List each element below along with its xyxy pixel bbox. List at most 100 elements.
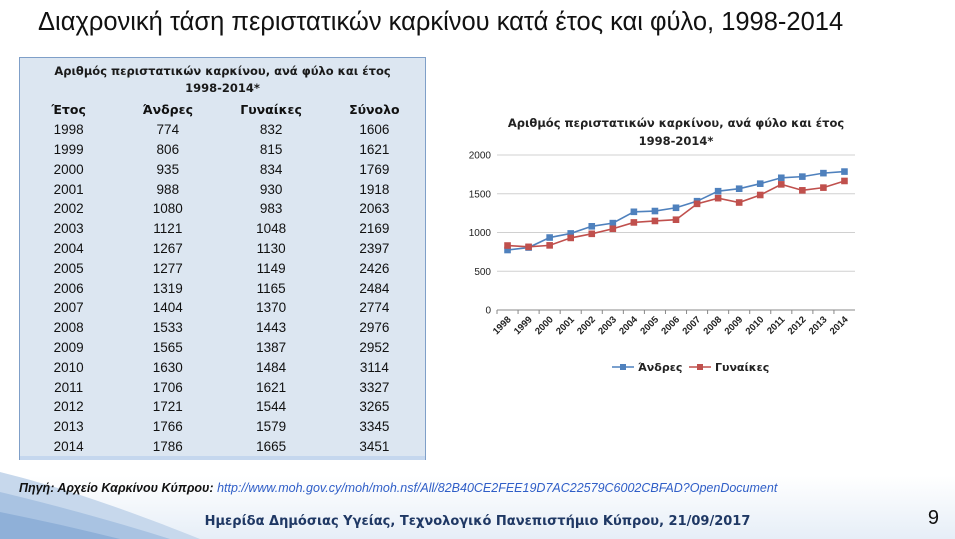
data-point-women [631,220,637,226]
table-row: 2004 1267 1130 2397 [20,239,425,259]
cell-total: 3114 [324,357,425,377]
cell-total: 2952 [324,338,425,358]
x-tick-label: 2002 [575,314,598,337]
x-tick-label: 2009 [723,314,746,337]
data-point-women [610,226,616,232]
source-link[interactable]: http://www.moh.gov.cy/moh/moh.nsf/All/82… [214,481,778,495]
cell-men: 1080 [117,199,218,219]
cell-men: 1721 [117,397,218,417]
cell-women: 1665 [218,437,323,457]
cell-men: 1706 [117,377,218,397]
cell-year: 1999 [20,140,117,160]
table-row: 2001 988 930 1918 [20,179,425,199]
data-point-men [821,170,827,176]
table-row: 2012 1721 1544 3265 [20,397,425,417]
x-tick-label: 2001 [554,314,577,337]
cell-women: 1579 [218,417,323,437]
cell-total: 1621 [324,140,425,160]
cell-total: 2397 [324,239,425,259]
slide-title: Διαχρονική τάση περιστατικών καρκίνου κα… [38,8,843,37]
data-point-women [526,244,532,250]
cell-women: 1149 [218,258,323,278]
data-point-men [610,220,616,226]
cell-year: 2004 [20,239,117,259]
cell-total: 2976 [324,318,425,338]
cell-men: 1121 [117,219,218,239]
cell-total: 3345 [324,417,425,437]
data-point-women [715,195,721,201]
table-title: Αριθμός περιστατικών καρκίνου, ανά φύλο … [20,63,425,97]
data-point-women [800,188,806,194]
cell-year: 2006 [20,278,117,298]
cell-year: 1998 [20,120,117,140]
x-tick-label: 2003 [596,314,619,337]
cell-total: 1769 [324,159,425,179]
cell-women: 1443 [218,318,323,338]
data-point-men [631,209,637,215]
data-point-men [736,186,742,192]
cell-total: 3265 [324,397,425,417]
y-tick-label: 0 [485,306,491,317]
cell-men: 1319 [117,278,218,298]
cell-total: 3451 [324,437,425,457]
x-tick-label: 2000 [533,314,556,337]
legend-marker [697,364,703,370]
table-title-line1: Αριθμός περιστατικών καρκίνου, ανά φύλο … [20,63,425,80]
table-row: 2009 1565 1387 2952 [20,338,425,358]
table-row: 2002 1080 983 2063 [20,199,425,219]
x-tick-label: 2012 [786,314,809,337]
cell-women: 1544 [218,397,323,417]
cell-women: 1370 [218,298,323,318]
data-point-women [673,217,679,223]
data-point-women [694,201,700,207]
cell-total: 2169 [324,219,425,239]
cell-women: 1484 [218,357,323,377]
data-point-women [568,235,574,241]
data-table-panel: Αριθμός περιστατικών καρκίνου, ανά φύλο … [19,57,426,477]
cell-women: 1165 [218,278,323,298]
data-point-men [652,208,658,214]
table-row: 2011 1706 1621 3327 [20,377,425,397]
x-tick-label: 2005 [638,314,661,337]
y-tick-label: 500 [474,267,491,278]
table-row: 2003 1121 1048 2169 [20,219,425,239]
cell-men: 774 [117,120,218,140]
x-tick-label: 2006 [659,314,682,337]
header-men: Άνδρες [117,100,218,120]
data-point-men [800,174,806,180]
data-point-women [547,243,553,249]
cell-men: 806 [117,140,218,160]
x-tick-label: 2004 [617,314,640,337]
data-point-men [757,181,763,187]
page-number: 9 [928,507,939,530]
table-header-row: Έτος Άνδρες Γυναίκες Σύνολο [20,100,425,120]
table-row: 2006 1319 1165 2484 [20,278,425,298]
cell-women: 815 [218,140,323,160]
x-tick-label: 2007 [680,314,703,337]
cell-women: 1387 [218,338,323,358]
header-total: Σύνολο [324,100,425,120]
header-women: Γυναίκες [218,100,323,120]
source-note: Πηγή: Αρχείο Καρκίνου Κύπρου: http://www… [19,481,777,495]
cell-year: 2002 [20,199,117,219]
table-title-line2: 1998-2014* [20,80,425,97]
data-point-men [673,205,679,211]
footer-text: Ημερίδα Δημόσιας Υγείας, Τεχνολογικό Παν… [0,514,955,529]
cell-year: 2011 [20,377,117,397]
cell-men: 1267 [117,239,218,259]
source-label: Πηγή: Αρχείο Καρκίνου Κύπρου: [19,481,214,495]
cell-year: 2010 [20,357,117,377]
line-chart: Αριθμός περιστατικών καρκίνου, ανά φύλο … [457,105,877,395]
data-point-women [505,243,511,249]
data-point-women [821,185,827,191]
cell-year: 2005 [20,258,117,278]
cell-year: 2009 [20,338,117,358]
cell-women: 1130 [218,239,323,259]
legend-label: Άνδρες [638,361,682,374]
data-point-men [715,188,721,194]
data-point-men [547,235,553,241]
cell-total: 3327 [324,377,425,397]
cell-men: 1630 [117,357,218,377]
cell-men: 1404 [117,298,218,318]
cell-total: 2426 [324,258,425,278]
